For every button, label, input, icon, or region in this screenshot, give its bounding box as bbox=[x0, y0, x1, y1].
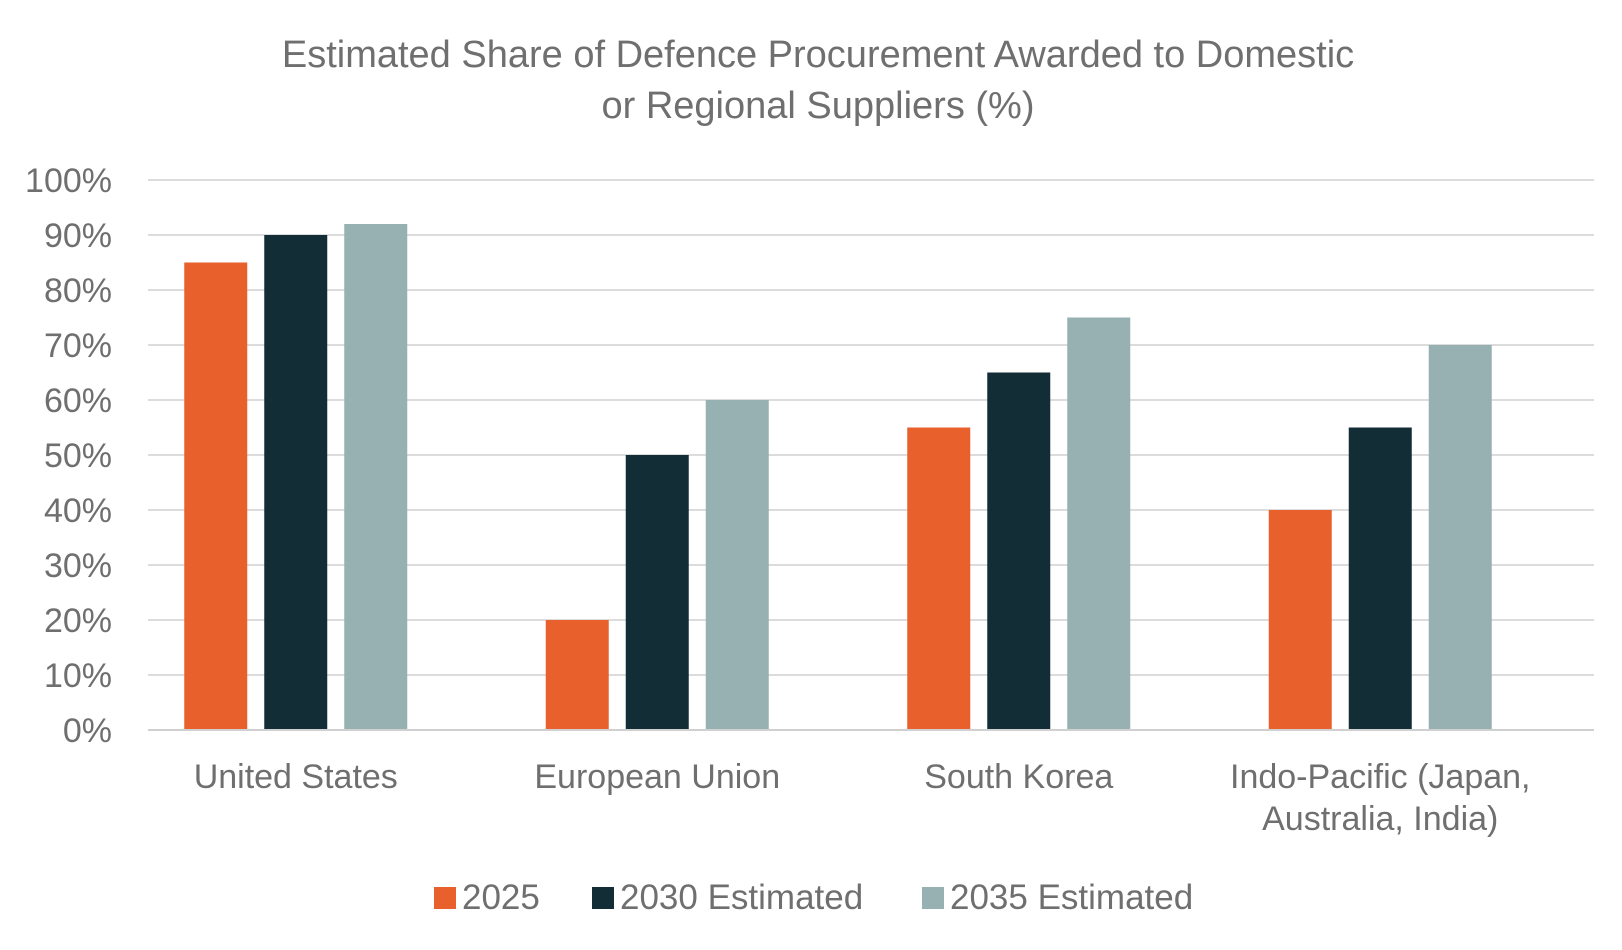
y-tick-label: 50% bbox=[44, 437, 112, 475]
category-label: United States bbox=[194, 758, 398, 796]
category-label: Indo-Pacific (Japan, bbox=[1230, 758, 1531, 796]
bar bbox=[1428, 345, 1492, 730]
bar bbox=[705, 400, 769, 730]
legend-swatch bbox=[922, 887, 944, 909]
bar bbox=[344, 224, 408, 730]
category-label: South Korea bbox=[924, 758, 1113, 796]
y-tick-label: 40% bbox=[44, 492, 112, 530]
bar bbox=[907, 427, 971, 730]
y-tick-label: 60% bbox=[44, 382, 112, 420]
legend-item: 2030 Estimated bbox=[592, 878, 863, 917]
y-tick-label: 20% bbox=[44, 602, 112, 640]
x-axis-categories: United States European Union South Korea In… bbox=[194, 758, 1531, 838]
bar bbox=[1348, 427, 1412, 730]
y-tick-label: 100% bbox=[25, 162, 112, 200]
y-tick-label: 30% bbox=[44, 547, 112, 585]
bar bbox=[264, 235, 328, 730]
legend-item: 2025 bbox=[434, 878, 540, 917]
legend-label: 2035 Estimated bbox=[950, 878, 1193, 917]
bar bbox=[545, 620, 609, 730]
legend-swatch bbox=[592, 887, 614, 909]
category-label: Australia, India) bbox=[1262, 800, 1498, 838]
y-axis-ticks: 0% 10% 20% 30% 40% 50% 60% 70% 80% 90% 100% bbox=[25, 162, 112, 750]
legend-label: 2030 Estimated bbox=[620, 878, 863, 917]
bar bbox=[987, 372, 1051, 730]
bar bbox=[1268, 510, 1332, 730]
legend-item: 2035 Estimated bbox=[922, 878, 1193, 917]
chart-title-line: Estimated Share of Defence Procurement A… bbox=[282, 34, 1354, 76]
legend-label: 2025 bbox=[462, 878, 540, 917]
y-tick-label: 70% bbox=[44, 327, 112, 365]
legend-swatch bbox=[434, 887, 456, 909]
bar bbox=[625, 455, 689, 730]
y-tick-label: 90% bbox=[44, 217, 112, 255]
category-label: European Union bbox=[534, 758, 780, 796]
y-tick-label: 10% bbox=[44, 657, 112, 695]
chart-title-line: or Regional Suppliers (%) bbox=[602, 85, 1035, 127]
legend: 2025 2030 Estimated 2035 Estimated bbox=[434, 878, 1193, 917]
y-tick-label: 80% bbox=[44, 272, 112, 310]
bar bbox=[184, 262, 248, 730]
y-tick-label: 0% bbox=[63, 712, 112, 750]
bar bbox=[1067, 317, 1131, 730]
bars bbox=[184, 224, 1492, 730]
chart-title: Estimated Share of Defence Procurement A… bbox=[282, 34, 1354, 127]
